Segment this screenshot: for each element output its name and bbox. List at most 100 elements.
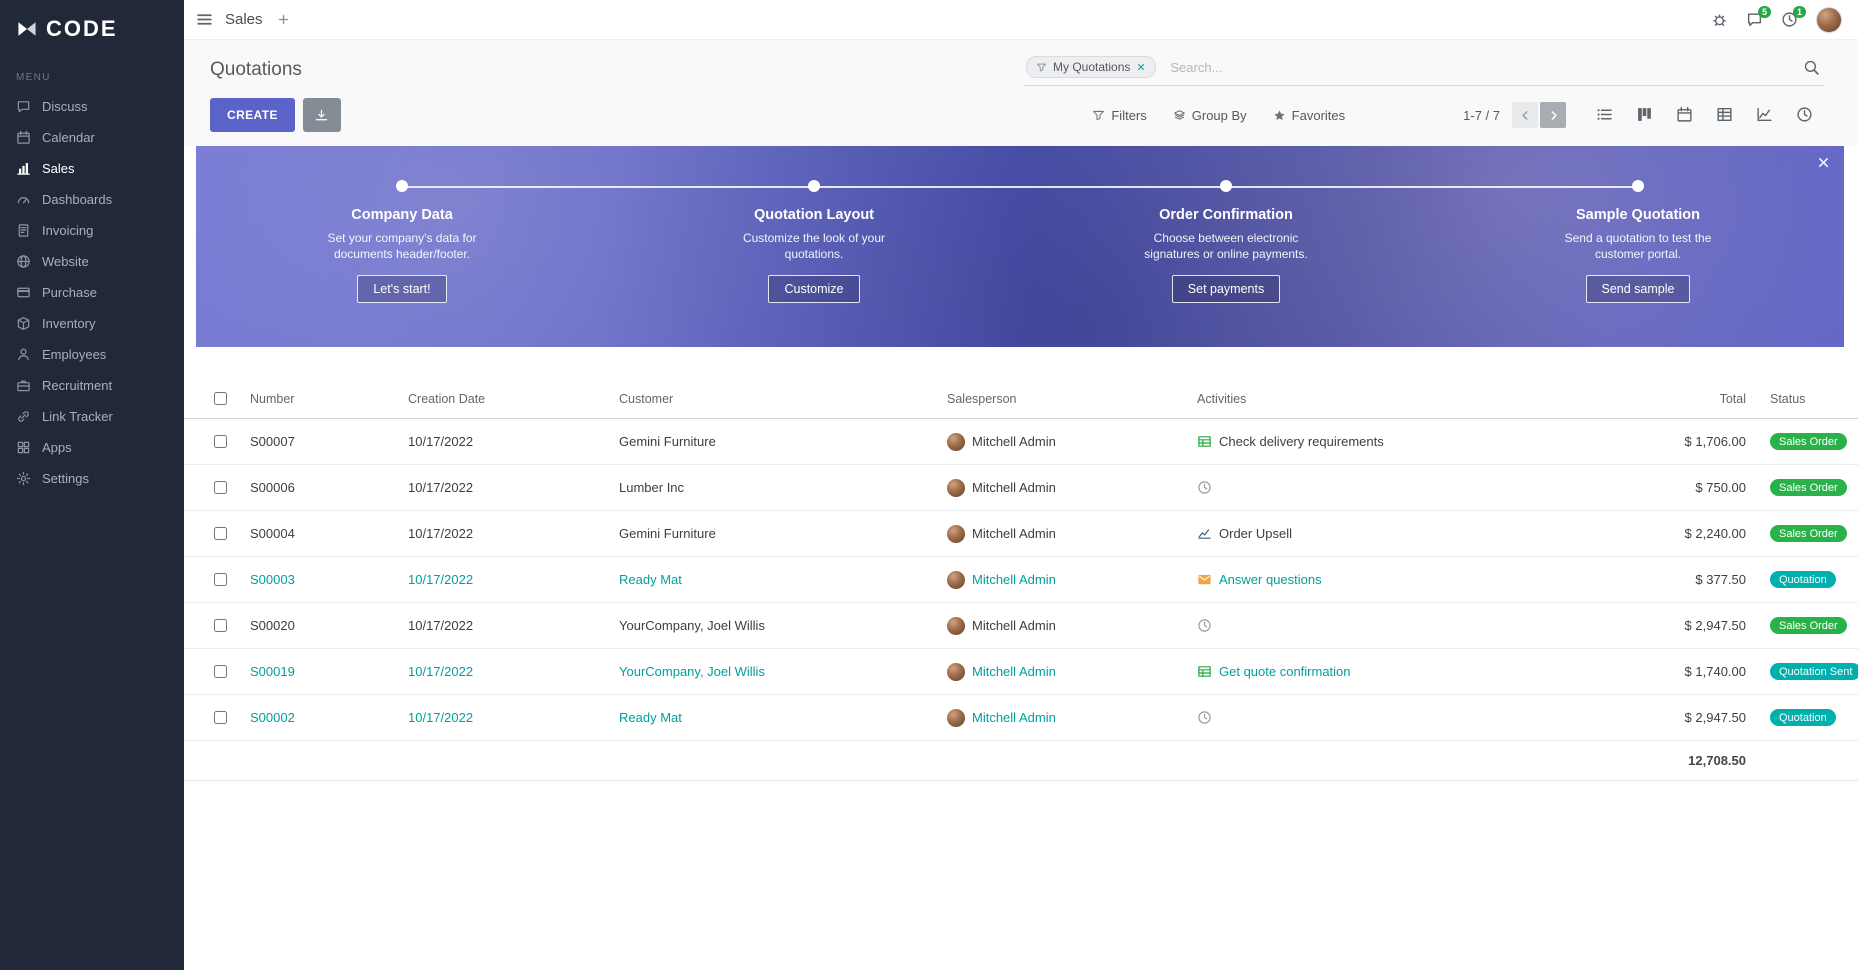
header-status[interactable]: Status [1770,391,1806,406]
row-checkbox[interactable] [213,527,227,540]
row-checkbox[interactable] [213,481,227,494]
status-badge: Quotation Sent [1770,663,1858,681]
export-button[interactable] [302,98,341,132]
user-avatar[interactable] [1816,6,1842,33]
invoicing-icon [16,223,31,238]
salesperson-name: Mitchell Admin [972,618,1056,633]
cell-activities[interactable]: Answer questions [1197,572,1588,587]
table-row[interactable]: S00002 10/17/2022 Ready Mat Mitchell Adm… [184,695,1858,741]
sidebar-item-label: Website [42,254,89,269]
table-row[interactable]: S00007 10/17/2022 Gemini Furniture Mitch… [184,419,1858,465]
star-icon [1273,109,1286,122]
step-action-button[interactable]: Customize [768,275,860,304]
messages-button[interactable]: 5 [1746,6,1771,28]
debug-button[interactable] [1711,11,1728,28]
step-action-button[interactable]: Set payments [1171,275,1281,304]
sidebar-item[interactable]: Purchase [0,277,184,308]
sidebar-item[interactable]: Inventory [0,308,184,339]
banner-close-button[interactable] [1816,155,1831,170]
sidebar-item[interactable]: Settings [0,463,184,494]
table-row[interactable]: S00020 10/17/2022 YourCompany, Joel Will… [184,603,1858,649]
create-button[interactable]: CREATE [210,98,295,132]
sidebar-item[interactable]: Website [0,246,184,277]
topbar-app-title[interactable]: Sales [225,11,263,28]
cell-total: $ 2,947.50 [1684,618,1746,633]
cell-salesperson: Mitchell Admin [947,708,1197,727]
clock-icon [1197,480,1212,495]
header-number[interactable]: Number [250,391,295,406]
search-button[interactable] [1803,59,1820,76]
sidebar-item[interactable]: Discuss [0,91,184,122]
onboarding-step: Sample Quotation Send a quotation to tes… [1432,146,1844,347]
sidebar-item[interactable]: Recruitment [0,370,184,401]
search-icon [1803,59,1820,76]
sidebar-item[interactable]: Sales [0,153,184,184]
sidebar-item-label: Calendar [42,130,95,145]
pager-next-button[interactable] [1540,102,1566,128]
graph-view-button[interactable] [1756,106,1774,124]
header-creation-date[interactable]: Creation Date [408,391,486,406]
cell-activities[interactable]: Get quote confirmation [1197,664,1588,679]
cell-number: S00003 [250,572,295,587]
search-bar[interactable]: My Quotations [1024,54,1824,86]
step-description: Customize the look of your quotations. [742,231,886,262]
activity-view-button[interactable] [1796,106,1814,124]
header-salesperson[interactable]: Salesperson [947,391,1017,406]
filters-button[interactable]: Filters [1092,108,1147,123]
topbar: Sales 5 1 [184,0,1858,40]
header-total[interactable]: Total [1719,391,1746,406]
sidebar-item[interactable]: Link Tracker [0,401,184,432]
search-facet[interactable]: My Quotations [1026,56,1157,78]
row-checkbox[interactable] [213,619,227,632]
brand-logo[interactable]: CODE [0,0,184,54]
kanban-view-button[interactable] [1636,106,1654,124]
pivot-view-button[interactable] [1716,106,1734,124]
pager-previous-button[interactable] [1512,102,1538,128]
sidebar-item[interactable]: Calendar [0,122,184,153]
table-row[interactable]: S00019 10/17/2022 YourCompany, Joel Will… [184,649,1858,695]
cell-activities[interactable] [1197,618,1588,633]
list-view-button[interactable] [1596,106,1614,124]
group-by-icon [1173,109,1186,122]
row-checkbox[interactable] [213,435,227,448]
activity-view-icon [1796,106,1813,123]
cell-creation-date: 10/17/2022 [408,434,474,449]
settings-icon [16,471,31,486]
cell-customer: Ready Mat [619,572,682,587]
cell-activities[interactable]: Check delivery requirements [1197,434,1588,449]
table-row[interactable]: S00003 10/17/2022 Ready Mat Mitchell Adm… [184,557,1858,603]
table-row[interactable]: S00006 10/17/2022 Lumber Inc Mitchell Ad… [184,465,1858,511]
sidebar-item[interactable]: Apps [0,432,184,463]
cell-activities[interactable]: Order Upsell [1197,526,1588,541]
cell-activities[interactable] [1197,710,1588,725]
messages-count-badge: 5 [1757,6,1771,18]
dashboards-icon [16,192,31,207]
step-action-button[interactable]: Let's start! [357,275,447,304]
group-by-button[interactable]: Group By [1173,108,1247,123]
search-input[interactable] [1170,59,1803,75]
calendar-view-button[interactable] [1676,106,1694,124]
cell-creation-date: 10/17/2022 [408,526,474,541]
header-activities[interactable]: Activities [1197,391,1247,406]
step-action-button[interactable]: Send sample [1585,275,1691,304]
cell-number: S00002 [250,710,295,725]
row-checkbox[interactable] [213,665,227,678]
page-title: Quotations [210,59,302,80]
table-row[interactable]: S00004 10/17/2022 Gemini Furniture Mitch… [184,511,1858,557]
select-all-checkbox[interactable] [213,392,227,405]
header-customer[interactable]: Customer [619,391,674,406]
cell-activities[interactable] [1197,480,1588,495]
sidebar-item[interactable]: Invoicing [0,215,184,246]
sidebar-item[interactable]: Dashboards [0,184,184,215]
cell-status: Sales Order [1748,617,1858,635]
brand-logo-icon [16,18,38,40]
row-checkbox[interactable] [213,573,227,586]
new-tab-button[interactable] [277,13,290,26]
sidebar-item[interactable]: Employees [0,339,184,370]
step-title: Order Confirmation [1159,207,1293,223]
favorites-button[interactable]: Favorites [1273,108,1345,123]
hamburger-menu-button[interactable] [196,11,213,28]
facet-remove-icon[interactable] [1136,62,1146,72]
activities-button[interactable]: 1 [1781,6,1806,28]
row-checkbox[interactable] [213,711,227,724]
